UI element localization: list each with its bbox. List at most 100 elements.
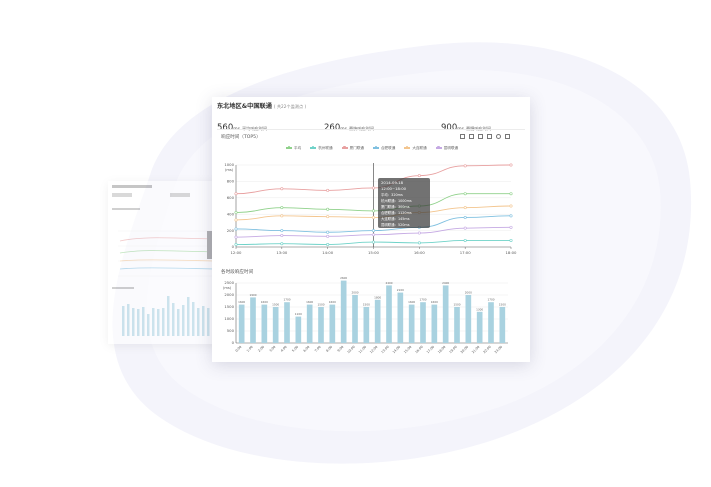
- bar-chart-y-tick-label: 500: [227, 328, 235, 333]
- bar: [329, 304, 336, 343]
- data-view-icon[interactable]: [487, 134, 492, 139]
- chart-toolbar: [460, 134, 510, 140]
- line-point: [326, 188, 330, 192]
- line-point: [326, 243, 330, 247]
- dashboard-card: 东北地区&中国联通( 共22个监测点 ) 560ms平均响应时间 260ms最快…: [212, 97, 530, 362]
- chart-tooltip: 2014-09-18 12:00~18:00 平均：320ms 杭州联通：100…: [378, 178, 430, 228]
- bar: [420, 302, 426, 343]
- line-point: [280, 229, 284, 233]
- line-point: [326, 230, 330, 234]
- bar-category-label: 16:00: [414, 345, 423, 354]
- bar: [488, 302, 494, 343]
- line-point: [372, 229, 376, 233]
- line-point: [326, 215, 330, 219]
- bar-value-label: 1600: [329, 300, 336, 304]
- bar-category-label: 3:00: [268, 345, 276, 353]
- bar-value-label: 1500: [317, 303, 324, 307]
- bar-value-label: 1700: [283, 298, 290, 302]
- bar-value-label: 1100: [295, 312, 302, 316]
- line-point: [509, 163, 513, 167]
- bar: [318, 307, 324, 343]
- line-point: [463, 192, 467, 196]
- line-chart-icon[interactable]: [469, 134, 474, 139]
- bar-chart-y-tick-label: 2000: [224, 292, 234, 297]
- line-chart-y-tick-label: 1000: [224, 162, 234, 167]
- bar-value-label: 2400: [385, 281, 392, 285]
- tooltip-row: 厦门联通：300ms: [381, 205, 410, 209]
- line-point: [326, 234, 330, 238]
- bar-category-label: 14:00: [392, 345, 401, 354]
- stat-fastest-label: 最快响应时间: [349, 126, 374, 131]
- bar: [465, 295, 472, 343]
- line-point: [280, 234, 284, 238]
- legend-item[interactable]: 合肥联通: [372, 145, 395, 151]
- bar-value-label: 2400: [442, 281, 449, 285]
- restore-icon[interactable]: [478, 134, 483, 139]
- bar-category-label: 4:00: [280, 345, 288, 353]
- line-chart-x-tick-label: 18:00: [506, 250, 518, 255]
- tooltip-row: 昆明联通：520ms: [381, 223, 410, 227]
- bar-value-label: 1500: [363, 303, 370, 307]
- legend-item[interactable]: 昆明联通: [435, 145, 458, 151]
- bar-value-label: 1600: [431, 300, 438, 304]
- bar-category-label: 10:00: [346, 345, 355, 354]
- line-chart-x-tick-label: 15:00: [368, 250, 380, 255]
- line-point: [417, 174, 421, 178]
- legend-item[interactable]: 大连联通: [404, 145, 427, 151]
- line-point: [372, 209, 376, 213]
- bar-category-label: 17:00: [426, 345, 435, 354]
- legend-swatch: [404, 145, 411, 149]
- line-point: [463, 215, 467, 219]
- line-point: [372, 215, 376, 219]
- bar-value-label: 1600: [306, 300, 313, 304]
- bar-category-label: 1:00: [246, 345, 254, 353]
- stat-average-label: 平均响应时间: [242, 126, 267, 131]
- line-point: [280, 214, 284, 218]
- legend-label: 杭州联通: [318, 145, 333, 150]
- save-icon[interactable]: [505, 134, 510, 139]
- legend-item[interactable]: 平均: [286, 145, 301, 151]
- line-point: [372, 240, 376, 244]
- line-point: [417, 241, 421, 245]
- bar-value-label: 1900: [249, 293, 256, 297]
- bar-chart-y-tick-label: 1000: [224, 316, 234, 321]
- line-point: [372, 186, 376, 190]
- tooltip-header: 2014-09-18 12:00~18:00: [381, 180, 407, 191]
- legend-swatch: [372, 145, 379, 149]
- stat-slowest-value: 900: [441, 123, 458, 133]
- line-point: [463, 164, 467, 168]
- bar-category-label: 7:00: [314, 345, 322, 353]
- bar-category-label: 6:00: [302, 345, 310, 353]
- legend-item[interactable]: 杭州联通: [310, 145, 333, 151]
- legend-swatch: [310, 145, 317, 149]
- bar-category-label: 22:00: [482, 345, 491, 354]
- line-point: [509, 238, 513, 242]
- bar: [454, 307, 460, 343]
- bar-category-label: 19:00: [448, 345, 457, 354]
- legend-item[interactable]: 厦门联通: [341, 145, 364, 151]
- background-dashboard-card: [108, 181, 226, 344]
- bar-category-label: 21:00: [471, 345, 480, 354]
- line-chart-y-unit: (ms): [225, 168, 234, 172]
- bar-value-label: 2000: [351, 291, 358, 295]
- line-point: [280, 187, 284, 191]
- line-chart-y-tick-label: 600: [227, 195, 235, 200]
- line-chart-y-tick-label: 0: [232, 244, 235, 249]
- stat-average-value: 560: [217, 123, 234, 133]
- line-chart-y-tick-label: 400: [227, 211, 235, 216]
- bar: [238, 304, 245, 343]
- bar-chart-icon[interactable]: [460, 134, 465, 139]
- bar-category-label: 5:00: [291, 345, 299, 353]
- bar: [374, 299, 381, 343]
- stats-divider: [217, 129, 525, 130]
- bar: [261, 304, 268, 343]
- share-icon[interactable]: [496, 134, 501, 139]
- line-point: [509, 225, 513, 229]
- line-point: [326, 207, 330, 211]
- line-chart-x-tick-label: 12:00: [231, 250, 243, 255]
- bar-category-label: 9:00: [336, 345, 344, 353]
- bar-value-label: 1600: [238, 300, 245, 304]
- bar: [352, 295, 358, 343]
- legend-label: 厦门联通: [349, 145, 364, 150]
- card-title: 东北地区&中国联通( 共22个监测点 ): [217, 101, 306, 110]
